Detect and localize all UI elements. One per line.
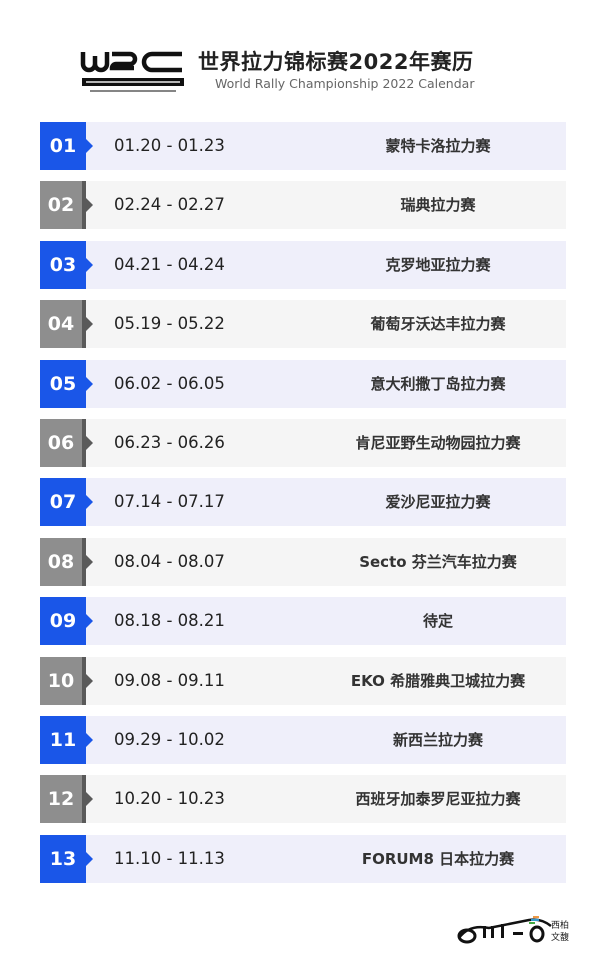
event-row: 07 07.14 - 07.17 爱沙尼亚拉力赛	[40, 478, 566, 526]
event-name: 新西兰拉力赛	[392, 731, 483, 749]
event-name: 爱沙尼亚拉力赛	[385, 493, 491, 511]
event-dates: 08.04 - 08.07	[114, 552, 225, 571]
arrow-icon	[86, 258, 93, 272]
round-number-badge: 06	[40, 419, 93, 467]
arrow-icon	[86, 198, 93, 212]
arrow-icon	[86, 495, 93, 509]
arrow-icon	[86, 614, 93, 628]
arrow-icon	[86, 139, 93, 153]
round-number: 03	[49, 254, 77, 276]
svg-text:文馥: 文馥	[551, 931, 569, 943]
arrow-icon	[86, 733, 93, 747]
round-number-badge: 01	[40, 122, 93, 170]
event-name: 肯尼亚野生动物园拉力赛	[355, 434, 521, 452]
round-number: 12	[47, 788, 75, 810]
event-name: 西班牙加泰罗尼亚拉力赛	[355, 790, 521, 808]
event-dates: 08.18 - 08.21	[114, 611, 225, 630]
round-number: 09	[49, 610, 77, 632]
event-row: 04 05.19 - 05.22 葡萄牙沃达丰拉力赛	[40, 300, 566, 348]
arrow-icon	[86, 674, 93, 688]
round-number: 01	[49, 135, 77, 157]
event-row: 10 09.08 - 09.11 EKO 希腊雅典卫城拉力赛	[40, 657, 566, 705]
round-number: 10	[47, 670, 75, 692]
event-dates: 02.24 - 02.27	[114, 195, 225, 214]
event-row: 13 11.10 - 11.13 FORUM8 日本拉力赛	[40, 835, 566, 883]
event-row: 08 08.04 - 08.07 Secto 芬兰汽车拉力赛	[40, 538, 566, 586]
round-number-badge: 05	[40, 360, 93, 408]
page-subtitle: World Rally Championship 2022 Calendar	[215, 76, 475, 91]
round-number-badge: 04	[40, 300, 93, 348]
event-row: 12 10.20 - 10.23 西班牙加泰罗尼亚拉力赛	[40, 775, 566, 823]
watermark-logo: 西柏 文馥	[457, 916, 569, 944]
event-dates: 11.10 - 11.13	[114, 849, 225, 868]
event-name: 葡萄牙沃达丰拉力赛	[370, 315, 506, 333]
event-name: 意大利撒丁岛拉力赛	[370, 375, 506, 393]
arrow-icon	[86, 555, 93, 569]
arrow-icon	[86, 792, 93, 806]
round-number-badge: 12	[40, 775, 93, 823]
round-number: 02	[47, 194, 75, 216]
event-name: FORUM8 日本拉力赛	[361, 850, 515, 868]
event-dates: 01.20 - 01.23	[114, 136, 225, 155]
arrow-icon	[86, 852, 93, 866]
round-number: 11	[49, 729, 77, 751]
event-row: 06 06.23 - 06.26 肯尼亚野生动物园拉力赛	[40, 419, 566, 467]
event-name: EKO 希腊雅典卫城拉力赛	[350, 672, 526, 690]
event-dates: 10.20 - 10.23	[114, 789, 225, 808]
round-number: 04	[47, 313, 75, 335]
round-number: 07	[49, 491, 77, 513]
event-name: 蒙特卡洛拉力赛	[385, 137, 491, 155]
event-name: 克罗地亚拉力赛	[385, 256, 491, 274]
event-row: 05 06.02 - 06.05 意大利撒丁岛拉力赛	[40, 360, 566, 408]
event-dates: 06.23 - 06.26	[114, 433, 225, 452]
event-row: 11 09.29 - 10.02 新西兰拉力赛	[40, 716, 566, 764]
round-number: 06	[47, 432, 75, 454]
round-number-badge: 10	[40, 657, 93, 705]
round-number: 13	[49, 848, 77, 870]
event-name: 瑞典拉力赛	[400, 196, 476, 214]
round-number-badge: 07	[40, 478, 93, 526]
event-row: 09 08.18 - 08.21 待定	[40, 597, 566, 645]
event-row: 03 04.21 - 04.24 克罗地亚拉力赛	[40, 241, 566, 289]
event-dates: 09.08 - 09.11	[114, 671, 225, 690]
round-number: 08	[47, 551, 75, 573]
round-number: 05	[49, 373, 77, 395]
svg-text:西柏: 西柏	[551, 919, 569, 931]
arrow-icon	[86, 377, 93, 391]
round-number-badge: 03	[40, 241, 93, 289]
event-row: 01 01.20 - 01.23 蒙特卡洛拉力赛	[40, 122, 566, 170]
event-dates: 04.21 - 04.24	[114, 255, 225, 274]
event-row: 02 02.24 - 02.27 瑞典拉力赛	[40, 181, 566, 229]
event-name: Secto 芬兰汽车拉力赛	[359, 553, 517, 571]
round-number-badge: 11	[40, 716, 93, 764]
event-dates: 05.19 - 05.22	[114, 314, 225, 333]
wrc-logo	[80, 51, 184, 92]
event-dates: 09.29 - 10.02	[114, 730, 225, 749]
page-title: 世界拉力锦标赛2022年赛历	[198, 50, 474, 74]
round-number-badge: 02	[40, 181, 93, 229]
header: 世界拉力锦标赛2022年赛历 World Rally Championship …	[0, 40, 600, 100]
round-number-badge: 09	[40, 597, 93, 645]
event-name: 待定	[422, 612, 453, 630]
arrow-icon	[86, 317, 93, 331]
event-dates: 06.02 - 06.05	[114, 374, 225, 393]
round-number-badge: 13	[40, 835, 93, 883]
event-dates: 07.14 - 07.17	[114, 492, 225, 511]
round-number-badge: 08	[40, 538, 93, 586]
arrow-icon	[86, 436, 93, 450]
